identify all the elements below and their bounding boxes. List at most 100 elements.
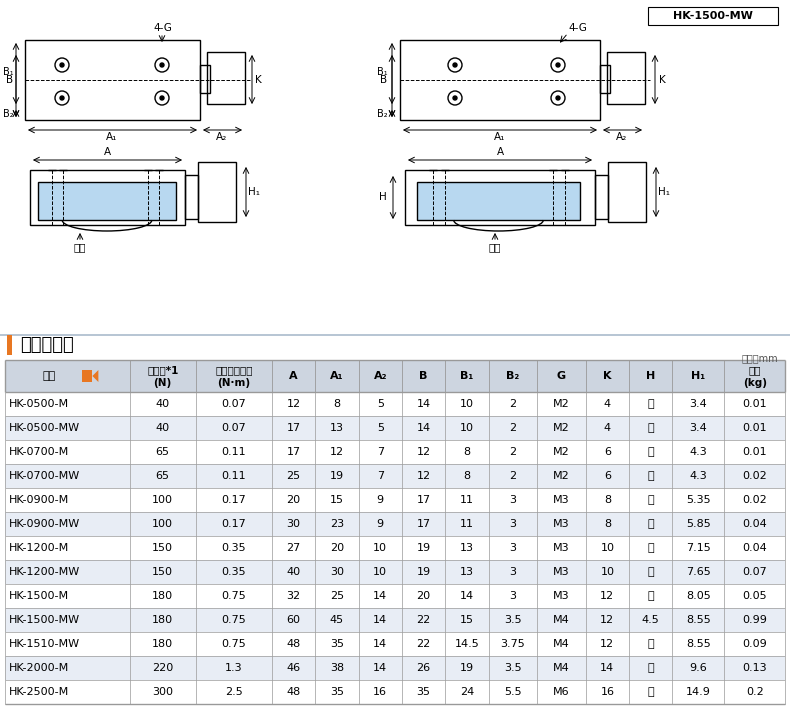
Bar [25, 40, 200, 120]
Text: 15: 15 [460, 615, 474, 625]
Bar [405, 170, 595, 225]
Text: H₁: H₁ [248, 187, 260, 197]
Text: －: － [647, 471, 654, 481]
Text: 100: 100 [152, 519, 173, 529]
Text: HK-1200-M: HK-1200-M [9, 543, 70, 553]
Bar [5, 536, 785, 560]
Text: M2: M2 [553, 471, 570, 481]
Text: 40: 40 [287, 567, 301, 577]
Text: 0.07: 0.07 [743, 567, 767, 577]
Text: 19: 19 [460, 663, 474, 673]
Text: 48: 48 [287, 639, 301, 649]
Text: 4.3: 4.3 [690, 471, 707, 481]
Text: 300: 300 [152, 687, 173, 697]
Text: HK-1500-MW: HK-1500-MW [9, 615, 80, 625]
Text: B₂: B₂ [506, 371, 520, 381]
Text: M4: M4 [553, 663, 570, 673]
Text: HK-2000-M: HK-2000-M [9, 663, 70, 673]
Bar [5, 392, 785, 416]
Circle shape [453, 96, 457, 100]
Text: 20: 20 [330, 543, 344, 553]
Text: 14: 14 [373, 639, 387, 649]
Text: (kg): (kg) [743, 378, 766, 388]
Bar [185, 175, 198, 219]
Text: 10: 10 [373, 567, 387, 577]
Text: 单位：mm: 单位：mm [741, 353, 778, 363]
Text: －: － [647, 519, 654, 529]
Text: 12: 12 [330, 447, 344, 457]
Bar [5, 584, 785, 608]
Text: 46: 46 [287, 663, 301, 673]
Text: －: － [647, 567, 654, 577]
Text: A: A [289, 371, 298, 381]
Bar [30, 170, 185, 225]
Text: A₂: A₂ [616, 132, 627, 142]
Text: 5.35: 5.35 [686, 495, 711, 505]
Text: 27: 27 [287, 543, 301, 553]
Text: 220: 220 [152, 663, 173, 673]
Text: 0.01: 0.01 [743, 423, 767, 433]
Text: 0.75: 0.75 [221, 615, 246, 625]
Text: B₁: B₁ [2, 67, 13, 77]
Text: B: B [419, 371, 428, 381]
Text: B: B [381, 75, 388, 85]
Bar [600, 65, 610, 93]
Text: 6: 6 [604, 471, 611, 481]
Text: M3: M3 [553, 543, 570, 553]
Text: 25: 25 [287, 471, 301, 481]
Text: 14.5: 14.5 [454, 639, 480, 649]
Text: 14: 14 [416, 399, 431, 409]
Text: 2: 2 [510, 471, 517, 481]
Text: 0.04: 0.04 [743, 519, 767, 529]
Text: A: A [104, 147, 111, 157]
Text: 3: 3 [510, 519, 517, 529]
Text: 导轨: 导轨 [489, 242, 501, 252]
Circle shape [556, 63, 560, 67]
Text: 14: 14 [373, 591, 387, 601]
Polygon shape [92, 370, 99, 382]
Text: 13: 13 [330, 423, 344, 433]
Text: 5.85: 5.85 [686, 519, 711, 529]
Text: 14: 14 [373, 615, 387, 625]
Text: HK-1200-MW: HK-1200-MW [9, 567, 81, 577]
Text: A₁: A₁ [107, 132, 118, 142]
Text: 5: 5 [377, 423, 384, 433]
Circle shape [60, 96, 64, 100]
Text: 8: 8 [464, 471, 471, 481]
Bar [82, 370, 92, 382]
Bar [417, 182, 580, 220]
Text: 0.07: 0.07 [221, 423, 246, 433]
Text: 0.35: 0.35 [221, 543, 246, 553]
Text: 180: 180 [152, 591, 173, 601]
Text: 10: 10 [600, 543, 615, 553]
Text: M6: M6 [553, 687, 570, 697]
Text: 11: 11 [460, 519, 474, 529]
Text: 180: 180 [152, 639, 173, 649]
Text: 2: 2 [510, 447, 517, 457]
Text: 3.75: 3.75 [501, 639, 525, 649]
Text: 7.65: 7.65 [686, 567, 711, 577]
Text: 3.4: 3.4 [690, 399, 707, 409]
Text: HK-1510-MW: HK-1510-MW [9, 639, 80, 649]
Text: 15: 15 [330, 495, 344, 505]
Text: 0.09: 0.09 [743, 639, 767, 649]
Text: M3: M3 [553, 495, 570, 505]
Text: H₁: H₁ [691, 371, 705, 381]
Text: HK-0500-M: HK-0500-M [9, 399, 70, 409]
Text: 45: 45 [330, 615, 344, 625]
Bar [207, 52, 245, 104]
Bar [400, 40, 600, 120]
Text: －: － [647, 663, 654, 673]
Text: 150: 150 [152, 567, 173, 577]
Bar [648, 7, 778, 25]
Text: 24: 24 [460, 687, 474, 697]
Text: 48: 48 [287, 687, 301, 697]
Circle shape [160, 63, 164, 67]
Text: 2: 2 [510, 399, 517, 409]
Text: 0.2: 0.2 [746, 687, 764, 697]
Text: B₁: B₁ [461, 371, 473, 381]
Text: 10: 10 [460, 423, 474, 433]
Text: －: － [647, 399, 654, 409]
Bar [5, 680, 785, 704]
Text: 14: 14 [373, 663, 387, 673]
